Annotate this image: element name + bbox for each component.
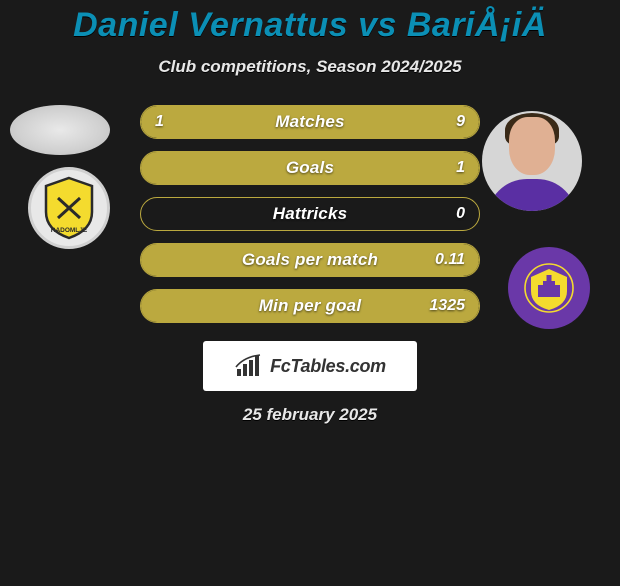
stat-row: Goals1	[140, 151, 480, 185]
brand-label: FcTables.com	[270, 356, 386, 377]
player-left-avatar	[10, 105, 110, 155]
page-title: Daniel Vernattus vs BariÅ¡iÄ	[0, 6, 620, 45]
stat-value-left: 1	[155, 106, 164, 138]
date-label: 25 february 2025	[0, 405, 620, 425]
svg-text:RADOMLJE: RADOMLJE	[51, 227, 88, 234]
stat-value-right: 1325	[429, 290, 465, 322]
stat-row: Hattricks0	[140, 197, 480, 231]
brand-box: FcTables.com	[203, 341, 417, 391]
stat-row: Matches1 9	[140, 105, 480, 139]
stat-label: Goals per match	[141, 244, 479, 276]
player-right-avatar	[482, 111, 582, 211]
comparison-panel: RADOMLJE Matches19Goals1Hattricks0Goals …	[0, 105, 620, 323]
club-right-logo	[508, 247, 590, 329]
stat-value-right: 9	[456, 106, 465, 138]
stats-list: Matches19Goals1Hattricks0Goals per match…	[140, 105, 480, 323]
stat-row: Goals per match0.11	[140, 243, 480, 277]
subtitle: Club competitions, Season 2024/2025	[0, 57, 620, 77]
stat-row: Min per goal1325	[140, 289, 480, 323]
stat-value-right: 0	[456, 198, 465, 230]
brand-chart-icon	[234, 353, 264, 379]
stat-label: Hattricks	[141, 198, 479, 230]
stat-label: Goals	[141, 152, 479, 184]
stat-label: Matches	[141, 106, 479, 138]
stat-value-right: 0.11	[435, 244, 465, 276]
stat-value-right: 1	[456, 152, 465, 184]
club-left-logo: RADOMLJE	[28, 167, 110, 249]
